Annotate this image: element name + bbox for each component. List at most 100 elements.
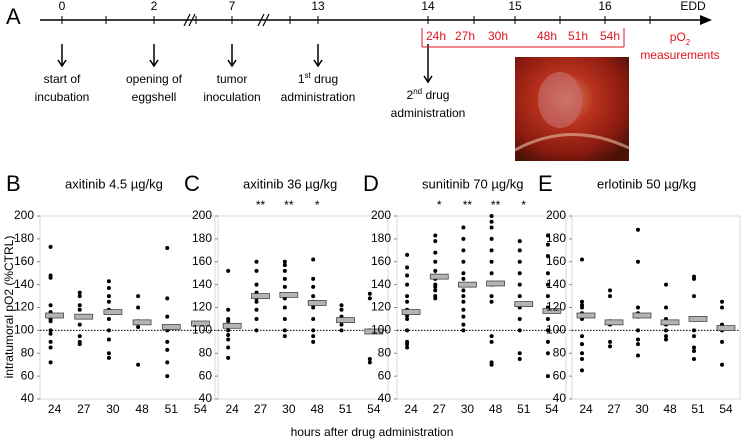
- event-arrowhead: [57, 59, 67, 68]
- data-point: [489, 271, 494, 276]
- data-point: [254, 259, 259, 264]
- y-tick-label: 40: [378, 391, 392, 405]
- data-point: [664, 305, 668, 310]
- data-point: [489, 219, 494, 224]
- data-point: [405, 342, 410, 347]
- data-point: [136, 362, 141, 367]
- data-point: [517, 316, 522, 321]
- data-point: [165, 246, 170, 251]
- data-point: [254, 282, 259, 287]
- data-point: [405, 282, 410, 287]
- data-point: [77, 334, 82, 339]
- plot-frame: [571, 215, 741, 400]
- data-point: [489, 299, 494, 304]
- mean-bar: [191, 320, 210, 327]
- event-label: eggshell: [132, 90, 177, 104]
- x-tick-label: 30: [461, 402, 475, 416]
- data-point: [136, 305, 141, 310]
- data-point: [608, 294, 612, 299]
- text-part: drug: [422, 88, 449, 102]
- day-label: 14: [421, 0, 435, 13]
- data-point: [608, 288, 612, 293]
- event-arrowhead: [423, 75, 433, 84]
- y-tick-label: 140: [371, 277, 391, 291]
- data-point: [311, 284, 316, 289]
- data-point: [136, 294, 141, 299]
- text-part: administration: [391, 106, 466, 120]
- data-point: [545, 242, 550, 247]
- y-tick-label: 80: [199, 345, 213, 359]
- y-tick-label: 100: [371, 323, 391, 337]
- data-point: [461, 225, 466, 230]
- data-point: [545, 351, 550, 356]
- day-label: 13: [311, 0, 325, 13]
- data-point: [367, 360, 372, 365]
- text-part: start of: [44, 72, 81, 86]
- data-point: [489, 334, 494, 339]
- data-point: [433, 259, 438, 264]
- plot-frame: [396, 215, 567, 400]
- text-part: pO: [670, 30, 686, 44]
- data-point: [106, 299, 111, 304]
- event-label: start of: [44, 72, 81, 86]
- text-part: st: [305, 71, 312, 80]
- data-point: [517, 356, 522, 361]
- data-point: [311, 294, 316, 299]
- data-point: [367, 296, 372, 301]
- data-point: [405, 294, 410, 299]
- data-point: [461, 314, 466, 319]
- text-part: eggshell: [132, 90, 177, 104]
- data-point: [405, 252, 410, 257]
- data-point: [282, 334, 287, 339]
- mean-bar: [401, 309, 421, 315]
- y-axis-label: intratumoral pO2 (%CTRL): [2, 236, 16, 379]
- data-point: [282, 263, 287, 268]
- data-point: [545, 294, 550, 299]
- data-point: [433, 288, 438, 293]
- y-tick-label: 200: [546, 208, 566, 222]
- x-tick-label: 51: [517, 402, 531, 416]
- data-point: [165, 314, 170, 319]
- event-arrowhead: [149, 59, 159, 68]
- data-point: [720, 305, 724, 310]
- data-point: [580, 351, 584, 356]
- text-part: nd: [413, 87, 422, 96]
- data-point: [664, 334, 668, 339]
- data-point: [545, 328, 550, 333]
- y-tick-label: 60: [553, 368, 567, 382]
- data-point: [608, 344, 612, 349]
- data-point: [254, 299, 259, 304]
- measure-label: measurements: [640, 48, 719, 62]
- data-point: [405, 299, 410, 304]
- data-point: [282, 284, 287, 289]
- day-label: 16: [598, 0, 612, 13]
- data-point: [580, 334, 584, 339]
- data-point: [367, 291, 372, 296]
- data-point: [282, 259, 287, 264]
- data-point: [254, 268, 259, 273]
- y-tick-label: 100: [14, 323, 34, 337]
- data-point: [433, 296, 438, 301]
- x-tick-label: 48: [489, 402, 503, 416]
- data-point: [311, 257, 316, 262]
- measure-label: pO2: [670, 30, 691, 46]
- data-point: [461, 288, 466, 293]
- data-point: [461, 307, 466, 312]
- data-point: [311, 339, 316, 344]
- panel-letter: C: [184, 171, 200, 196]
- y-tick-label: 60: [199, 368, 213, 382]
- data-point: [226, 337, 231, 342]
- axis-breaks: [183, 13, 270, 27]
- data-point: [517, 282, 522, 287]
- data-point: [517, 328, 522, 333]
- data-point: [461, 271, 466, 276]
- data-point: [461, 236, 466, 241]
- data-point: [636, 342, 640, 347]
- data-point: [545, 233, 550, 238]
- x-tick-label: 54: [719, 402, 733, 416]
- data-point: [692, 276, 696, 281]
- y-tick-label: 40: [553, 391, 567, 405]
- y-tick-label: 80: [553, 345, 567, 359]
- data-point: [433, 250, 438, 255]
